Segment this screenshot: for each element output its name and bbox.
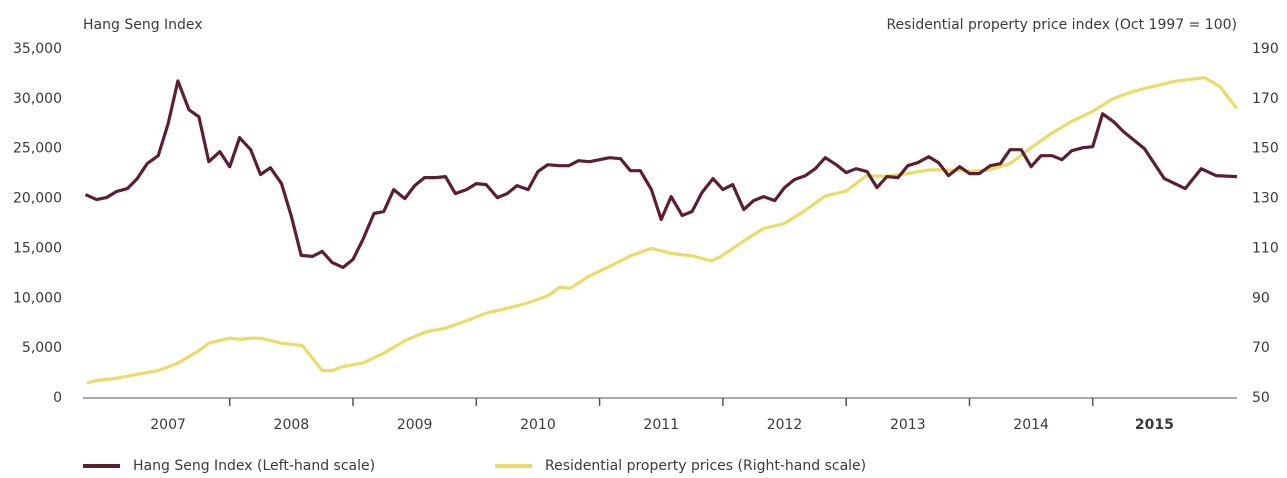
x-tick-label: 2009 [397, 417, 433, 433]
y-axis-title: Hang Seng Index [83, 17, 203, 33]
y-tick-label: 30,000 [13, 91, 62, 107]
y2-tick-label: 90 [1252, 290, 1270, 306]
y-tick-label: 10,000 [13, 290, 62, 306]
y-tick-label: 15,000 [13, 240, 62, 256]
y2-tick-label: 50 [1252, 390, 1270, 406]
y2-tick-label: 110 [1252, 240, 1279, 256]
x-tick-label: 2011 [643, 417, 679, 433]
x-tick-label: 2007 [150, 417, 186, 433]
x-tick-label: 2008 [274, 417, 310, 433]
y2-axis-title: Residential property price index (Oct 19… [886, 17, 1237, 33]
y-tick-label: 20,000 [13, 191, 62, 207]
legend-label: Hang Seng Index (Left-hand scale) [133, 458, 375, 474]
y-tick-label: 5,000 [22, 340, 62, 356]
y2-tick-label: 150 [1252, 141, 1279, 157]
x-tick-label: 2014 [1013, 417, 1049, 433]
y-tick-label: 25,000 [13, 141, 62, 157]
y2-tick-label: 190 [1252, 41, 1279, 57]
x-tick-label: 2013 [890, 417, 926, 433]
x-tick-label: 2010 [520, 417, 556, 433]
x-tick-label: 2015 [1135, 417, 1174, 433]
y-tick-label: 35,000 [13, 41, 62, 57]
y2-tick-label: 170 [1252, 91, 1279, 107]
legend-label: Residential property prices (Right-hand … [545, 458, 866, 474]
y-tick-label: 0 [53, 390, 62, 406]
y2-tick-label: 130 [1252, 191, 1279, 207]
series-line [86, 76, 1239, 385]
y2-tick-label: 70 [1252, 340, 1270, 356]
x-tick-label: 2012 [767, 417, 803, 433]
series-line [84, 79, 1238, 269]
